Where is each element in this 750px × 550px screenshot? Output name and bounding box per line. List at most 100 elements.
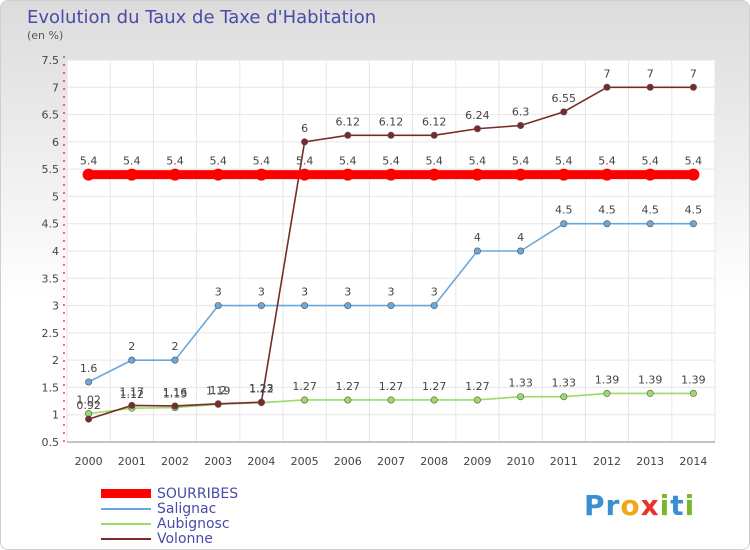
- y-tick-label: 5.5: [42, 163, 60, 176]
- data-label-volonne: 1.23: [249, 382, 274, 395]
- data-label-sourribes: 5.4: [512, 155, 530, 168]
- x-tick-label: 2010: [507, 455, 535, 468]
- data-point-sourribes: [212, 168, 225, 181]
- data-point-aubignosc: [387, 396, 395, 404]
- data-point-sourribes: [514, 168, 527, 181]
- data-label-volonne: 0.92: [76, 399, 101, 412]
- data-point-volonne: [603, 83, 611, 91]
- x-tick-label: 2009: [463, 455, 491, 468]
- data-label-sourribes: 5.4: [339, 155, 357, 168]
- data-label-aubignosc: 1.02: [76, 394, 101, 407]
- data-point-sourribes: [687, 168, 700, 181]
- x-tick-label: 2013: [636, 455, 664, 468]
- data-point-aubignosc: [517, 393, 525, 401]
- data-point-sourribes: [298, 168, 311, 181]
- y-tick-label: 5: [52, 190, 59, 203]
- x-tick-label: 2003: [204, 455, 232, 468]
- data-label-salignac: 4: [474, 231, 481, 244]
- data-label-volonne: 6.3: [512, 105, 530, 118]
- data-point-salignac: [214, 302, 222, 310]
- y-tick-label: 0.5: [42, 436, 60, 449]
- data-point-volonne: [85, 415, 93, 423]
- data-point-aubignosc: [603, 389, 611, 397]
- data-label-sourribes: 5.4: [253, 155, 271, 168]
- data-point-salignac: [560, 220, 568, 228]
- data-label-salignac: 3: [301, 286, 308, 299]
- y-tick-label: 2.5: [42, 327, 60, 340]
- chart-title: Evolution du Taux de Taxe d'Habitation: [27, 7, 377, 28]
- x-tick-label: 2012: [593, 455, 621, 468]
- data-label-sourribes: 5.4: [641, 155, 659, 168]
- data-point-volonne: [560, 108, 568, 116]
- y-tick-label: 7: [52, 81, 59, 94]
- data-label-aubignosc: 1.33: [552, 377, 577, 390]
- data-label-aubignosc: 1.12: [120, 388, 145, 401]
- y-tick-label: 3.5: [42, 272, 60, 285]
- data-point-salignac: [430, 302, 438, 310]
- data-point-volonne: [387, 131, 395, 139]
- data-point-salignac: [603, 220, 611, 228]
- logo-letter: P: [584, 489, 606, 522]
- data-label-sourribes: 5.4: [296, 155, 314, 168]
- x-tick-label: 2000: [75, 455, 103, 468]
- data-point-aubignosc: [689, 389, 697, 397]
- data-label-salignac: 2: [128, 340, 135, 353]
- data-label-salignac: 4: [517, 231, 524, 244]
- data-label-sourribes: 5.4: [80, 155, 98, 168]
- data-label-aubignosc: 1.33: [508, 377, 533, 390]
- data-label-salignac: 3: [215, 286, 222, 299]
- data-label-sourribes: 5.4: [598, 155, 616, 168]
- data-point-volonne: [257, 398, 265, 406]
- data-point-volonne: [430, 131, 438, 139]
- data-label-volonne: 6.55: [552, 92, 577, 105]
- y-tick-label: 4: [52, 245, 59, 258]
- logo-letter: o: [620, 489, 641, 522]
- x-tick-label: 2004: [247, 455, 275, 468]
- logo-letter: i: [684, 489, 696, 522]
- data-point-sourribes: [341, 168, 354, 181]
- data-point-volonne: [646, 83, 654, 91]
- x-tick-label: 2002: [161, 455, 189, 468]
- y-tick-label: 2: [52, 354, 59, 367]
- data-label-volonne: 6.24: [465, 109, 490, 122]
- y-tick-label: 1: [52, 409, 59, 422]
- data-label-volonne: 7: [604, 67, 611, 80]
- data-label-salignac: 1.6: [80, 362, 98, 375]
- data-point-volonne: [689, 83, 697, 91]
- data-point-volonne: [214, 400, 222, 408]
- data-label-aubignosc: 1.22: [249, 383, 274, 396]
- data-point-salignac: [301, 302, 309, 310]
- data-point-sourribes: [385, 168, 397, 181]
- data-label-volonne: 1.17: [120, 385, 145, 398]
- legend-swatch-aubignosc: [101, 523, 151, 525]
- data-label-aubignosc: 1.39: [681, 373, 706, 386]
- data-point-sourribes: [557, 168, 570, 181]
- data-label-salignac: 4.5: [685, 204, 703, 217]
- x-tick-label: 2006: [334, 455, 362, 468]
- data-label-aubignosc: 1.27: [292, 380, 317, 393]
- data-label-volonne: 6: [301, 122, 308, 135]
- legend-label-sourribes: SOURRIBES: [157, 486, 239, 502]
- x-tick-label: 2005: [291, 455, 319, 468]
- data-label-sourribes: 5.4: [555, 155, 573, 168]
- x-tick-label: 2014: [679, 455, 707, 468]
- x-tick-label: 2001: [118, 455, 146, 468]
- data-label-aubignosc: 1.27: [422, 380, 447, 393]
- data-label-salignac: 4.5: [555, 204, 573, 217]
- data-point-aubignosc: [646, 389, 654, 397]
- data-point-sourribes: [169, 168, 181, 181]
- data-label-aubignosc: 1.27: [465, 380, 490, 393]
- data-point-salignac: [257, 302, 265, 310]
- legend-swatch-sourribes: [101, 489, 151, 498]
- data-label-sourribes: 5.4: [469, 155, 487, 168]
- data-point-sourribes: [644, 168, 657, 181]
- data-point-volonne: [301, 138, 309, 146]
- data-point-aubignosc: [301, 396, 309, 404]
- data-label-sourribes: 5.4: [425, 155, 443, 168]
- x-tick-label: 2011: [550, 455, 578, 468]
- y-tick-label: 6.5: [42, 109, 60, 122]
- data-point-salignac: [689, 220, 697, 228]
- legend-label-volonne: Volonne: [157, 531, 213, 547]
- data-label-salignac: 3: [431, 286, 438, 299]
